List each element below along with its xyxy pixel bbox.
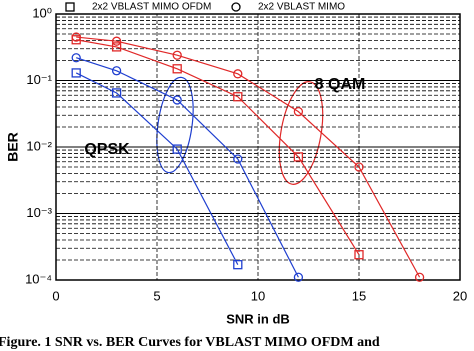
series-line xyxy=(76,36,421,278)
x-tick-label: 10 xyxy=(251,288,265,303)
x-tick-label: 15 xyxy=(352,288,366,303)
y-tick-label: 10⁻³ xyxy=(26,205,52,220)
legend-marker xyxy=(231,2,241,12)
annotation: QPSK xyxy=(84,141,130,158)
legend-label: 2x2 VBLAST MIMO OFDM xyxy=(92,2,211,13)
series-line xyxy=(76,39,360,256)
data-point xyxy=(233,154,243,164)
x-tick-label: 0 xyxy=(52,288,59,303)
data-point xyxy=(71,68,81,78)
data-point xyxy=(233,260,243,270)
data-point xyxy=(172,50,182,60)
data-point xyxy=(111,36,122,46)
data-point xyxy=(71,32,81,42)
legend-marker xyxy=(65,2,75,12)
data-point xyxy=(414,272,425,282)
data-point xyxy=(354,162,364,172)
data-point xyxy=(71,53,81,63)
data-point xyxy=(172,144,182,154)
caption: Figure. 1 SNR vs. BER Curves for VBLAST … xyxy=(0,335,380,350)
data-point xyxy=(111,88,122,98)
y-tick-label: 10⁰ xyxy=(32,5,52,20)
series-line xyxy=(75,72,239,265)
data-point xyxy=(172,64,182,74)
plot-frame xyxy=(55,13,461,281)
x-tick-label: 5 xyxy=(153,288,160,303)
data-point xyxy=(354,250,364,260)
x-tick-label: 20 xyxy=(453,288,467,303)
y-tick-label: 10⁻¹ xyxy=(26,72,52,87)
annotation: 8 QAM xyxy=(315,76,366,93)
data-point xyxy=(293,272,304,282)
data-point xyxy=(293,107,304,117)
group-ellipse xyxy=(278,81,324,185)
legend-label: 2x2 VBLAST MIMO xyxy=(258,2,345,13)
data-point xyxy=(233,69,243,79)
data-point xyxy=(233,92,243,102)
data-point xyxy=(172,95,182,105)
y-tick-label: 10⁻² xyxy=(26,138,52,153)
data-point xyxy=(111,42,122,52)
y-axis-label: BER xyxy=(5,132,21,162)
y-tick-label: 10⁻⁴ xyxy=(25,271,52,286)
data-point xyxy=(293,152,304,162)
data-point xyxy=(71,35,81,45)
data-point xyxy=(111,66,122,76)
series-line xyxy=(76,57,299,278)
x-axis-label: SNR in dB xyxy=(226,311,290,326)
